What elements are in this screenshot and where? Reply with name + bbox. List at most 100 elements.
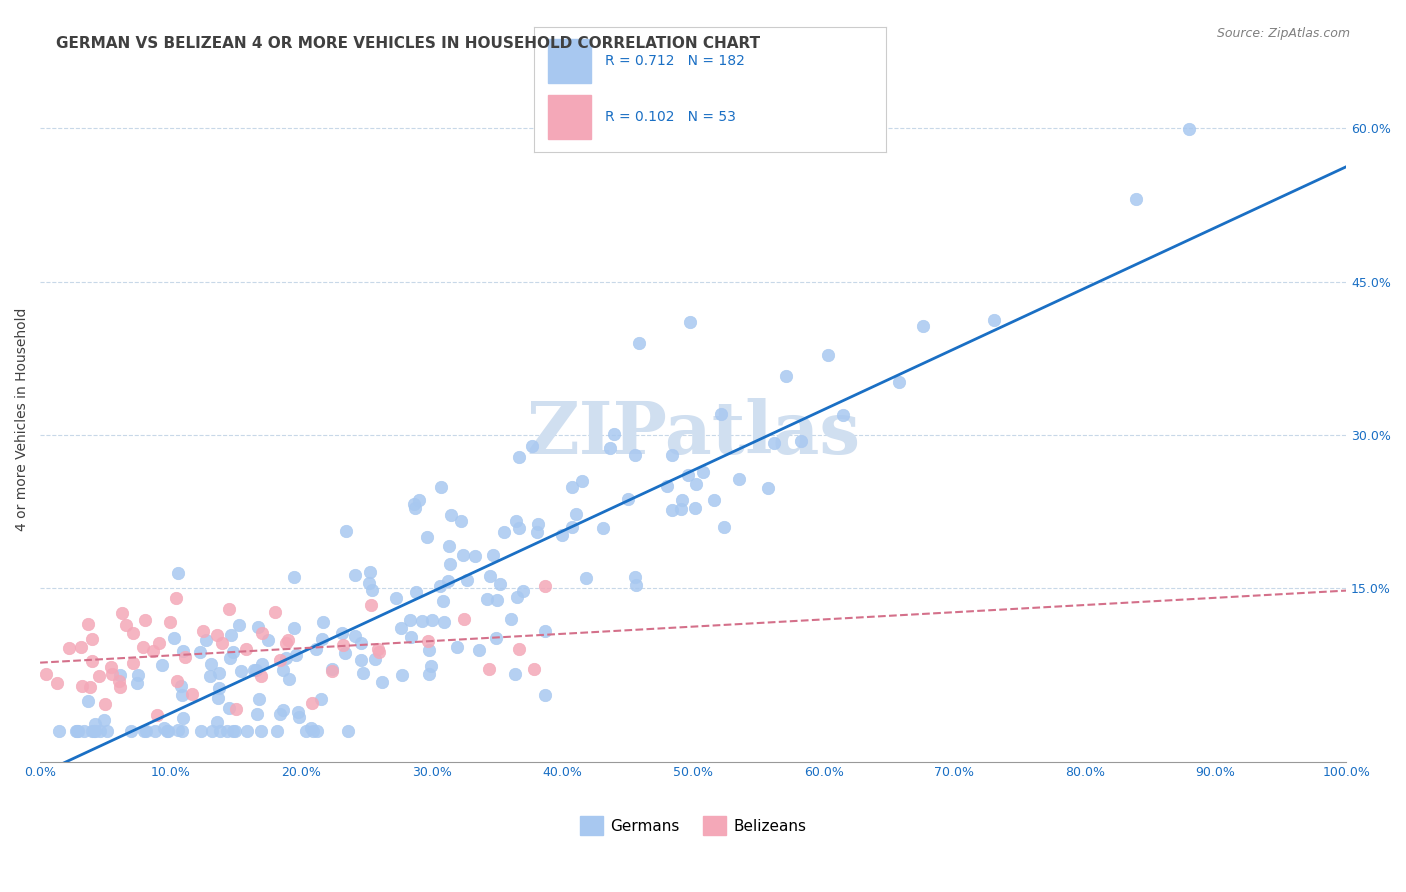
Point: [166, 566, 188, 580]
Point: [269, 707, 291, 722]
Point: [257, 632, 280, 647]
Point: [450, 514, 472, 528]
Point: [505, 514, 527, 528]
Point: [250, 669, 273, 683]
Point: [66, 723, 89, 738]
Point: [269, 653, 291, 667]
Point: [242, 663, 264, 677]
Point: [82, 723, 104, 738]
Point: [437, 539, 460, 553]
Point: [276, 636, 298, 650]
Point: [367, 641, 389, 656]
Point: [305, 641, 328, 656]
Point: [127, 668, 149, 682]
Point: [384, 591, 406, 605]
Point: [205, 714, 228, 729]
Point: [35, 666, 58, 681]
Point: [205, 627, 228, 641]
Point: [301, 696, 323, 710]
Point: [429, 579, 451, 593]
Point: [219, 650, 242, 665]
Point: [276, 651, 298, 665]
Point: [661, 502, 683, 516]
Point: [489, 576, 512, 591]
Point: [245, 663, 267, 677]
Point: [77, 694, 100, 708]
Point: [485, 592, 508, 607]
Point: [889, 376, 911, 390]
Point: [70, 679, 93, 693]
Bar: [548, 95, 591, 139]
Point: [430, 480, 453, 494]
Point: [127, 676, 149, 690]
Point: [114, 618, 136, 632]
Point: [416, 633, 439, 648]
Point: [172, 689, 194, 703]
Point: [363, 652, 385, 666]
Point: [83, 717, 105, 731]
Point: [411, 614, 433, 628]
Point: [207, 691, 229, 706]
Point: [561, 519, 583, 533]
Point: [437, 574, 460, 588]
Point: [200, 668, 222, 682]
Point: [235, 641, 257, 656]
Point: [94, 697, 117, 711]
Point: [132, 723, 155, 738]
Point: [219, 627, 242, 641]
Point: [728, 472, 751, 486]
Point: [287, 709, 309, 723]
Point: [344, 567, 367, 582]
Point: [264, 605, 287, 619]
Point: [111, 606, 134, 620]
Bar: [548, 39, 591, 83]
Point: [692, 465, 714, 479]
Point: [153, 721, 176, 735]
Point: [520, 439, 543, 453]
Point: [484, 631, 506, 645]
Point: [527, 516, 550, 531]
Point: [46, 676, 69, 690]
Point: [222, 723, 245, 738]
Point: [603, 427, 626, 442]
Point: [207, 681, 229, 696]
Point: [506, 590, 529, 604]
Point: [439, 557, 461, 571]
Point: [181, 687, 204, 701]
Point: [79, 680, 101, 694]
Y-axis label: 4 or more Vehicles in Household: 4 or more Vehicles in Household: [15, 308, 30, 532]
Point: [246, 619, 269, 633]
Point: [419, 659, 441, 673]
Point: [475, 591, 498, 606]
Point: [215, 723, 238, 738]
Point: [501, 612, 523, 626]
Point: [534, 579, 557, 593]
Point: [156, 723, 179, 738]
Point: [80, 632, 103, 646]
Point: [266, 723, 288, 738]
Point: [526, 525, 548, 540]
Point: [335, 524, 357, 539]
Point: [418, 666, 440, 681]
Point: [416, 530, 439, 544]
Point: [82, 654, 104, 668]
Point: [93, 713, 115, 727]
Point: [101, 666, 124, 681]
Point: [983, 313, 1005, 327]
Point: [478, 662, 501, 676]
Point: [478, 569, 501, 583]
Point: [142, 644, 165, 658]
Text: ZIPatlas: ZIPatlas: [526, 398, 860, 468]
Point: [332, 638, 354, 652]
Point: [83, 723, 105, 738]
Point: [464, 549, 486, 563]
Point: [190, 723, 212, 738]
Point: [172, 643, 194, 657]
Point: [561, 480, 583, 494]
Point: [391, 667, 413, 681]
Text: Source: ZipAtlas.com: Source: ZipAtlas.com: [1216, 27, 1350, 40]
Point: [163, 632, 186, 646]
Point: [309, 691, 332, 706]
Point: [533, 624, 555, 638]
Point: [398, 613, 420, 627]
